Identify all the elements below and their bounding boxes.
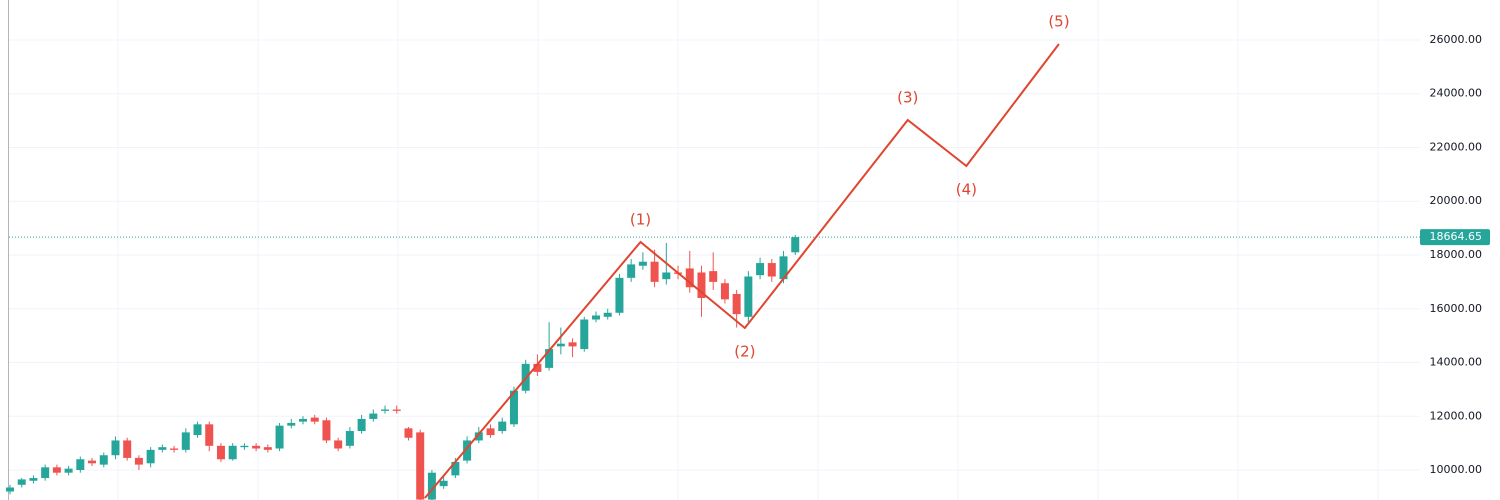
candle-body [88,460,97,464]
candle-body [615,277,624,313]
candle-body [205,424,214,446]
candle-body [369,413,378,419]
y-tick-label: 12000.00 [1430,409,1483,422]
candle-body [756,263,765,276]
candle-body [638,261,647,266]
candle-body [603,312,612,317]
candle-body [240,445,249,448]
candle-body [123,440,132,458]
candle-body [76,459,85,471]
y-tick-label: 18000.00 [1430,248,1483,261]
wave-label: (3) [897,89,918,107]
candle-body [99,455,108,465]
candle-body [427,472,436,500]
candle-body [146,449,155,464]
candle-body [310,417,319,422]
candle-body [685,268,694,288]
candle-body [791,237,800,253]
candle-body [404,428,413,438]
candle-body [193,424,202,436]
candle-body [41,467,50,479]
candle-body [486,428,495,436]
candle-body [228,445,237,460]
candle-body [216,445,225,460]
candle-body [170,448,179,450]
candle-body [627,264,636,278]
candle-body [17,479,26,485]
last-price-label: 18664.65 [1430,230,1483,243]
candle-body [275,425,284,449]
candle-body [474,432,483,441]
candle-body [709,271,718,282]
candle-body [111,440,120,456]
candle-body [299,418,307,422]
wave-label: (4) [956,180,977,198]
candle-body [451,461,460,476]
candle-body [263,447,272,450]
wave-label: (5) [1048,12,1069,30]
wave-line [424,43,1060,499]
candle-body [416,432,425,500]
candle-body [6,487,14,492]
candle-body [580,319,589,350]
candle-body [592,315,600,320]
last-price-box [1420,229,1490,246]
y-tick-label: 16000.00 [1430,302,1483,315]
candle-body [650,261,659,282]
candle-body [357,418,366,432]
candle-body [545,349,554,368]
candle-body [52,467,61,473]
candle-body [767,263,776,277]
candle-body [556,343,565,347]
y-tick-label: 24000.00 [1430,87,1483,100]
candle-body [64,468,73,473]
candle-body [345,431,354,446]
candle-body [334,440,343,449]
candle-body [568,342,577,347]
y-tick-label: 22000.00 [1430,140,1483,153]
candle-body [662,272,671,280]
candle-body [392,409,401,411]
y-tick-label: 20000.00 [1430,194,1483,207]
candle-body [779,256,788,280]
candle-body [498,421,507,432]
candle-body [720,283,729,300]
candle-body [29,478,38,481]
candle-body [287,422,296,426]
candle-body [439,480,448,487]
candle-body [322,420,331,441]
candle-body [134,457,143,465]
y-tick-label: 14000.00 [1430,356,1483,369]
y-tick-label: 10000.00 [1430,463,1483,476]
candle-body [509,390,518,425]
time-grid [117,0,1379,500]
candle-body [158,447,167,450]
candle-body [744,276,753,317]
candle-body [463,440,472,461]
wave-label: (1) [630,210,651,228]
candle-body [732,293,741,315]
candle-body [181,432,190,450]
candle-body [533,363,542,372]
candle-body [252,445,261,449]
wave-label: (2) [734,342,755,360]
y-tick-label: 26000.00 [1430,33,1483,46]
candle-body [697,272,706,299]
candle-body [381,409,390,411]
